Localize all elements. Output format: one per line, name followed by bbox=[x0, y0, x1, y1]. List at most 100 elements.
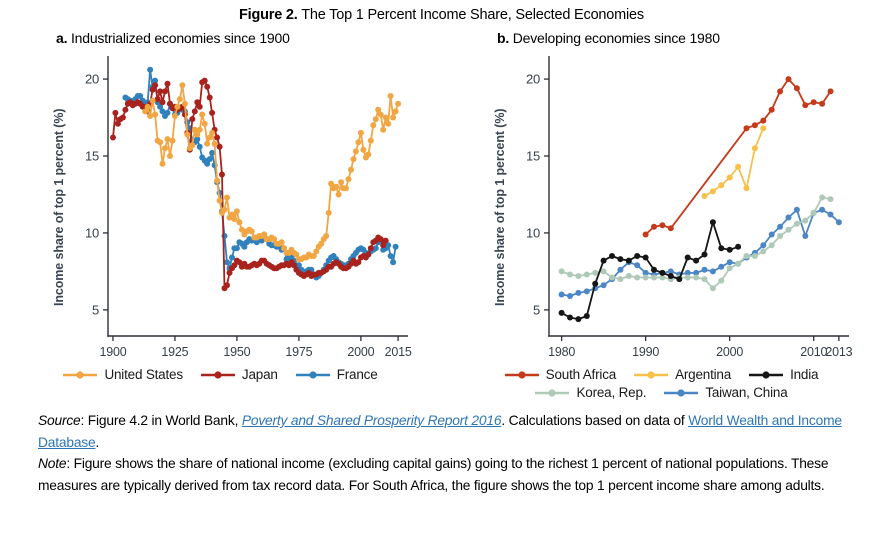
data-point bbox=[204, 160, 211, 167]
x-tick-label: 1980 bbox=[548, 345, 575, 359]
legend-row: Korea, Rep. Taiwan, China bbox=[535, 385, 788, 400]
data-point bbox=[221, 206, 228, 213]
data-point bbox=[191, 108, 198, 115]
series-united-states bbox=[142, 82, 402, 263]
data-point bbox=[600, 268, 607, 275]
data-point bbox=[701, 251, 708, 258]
panel-a-title: a. Industrialized economies since 1900 bbox=[56, 30, 441, 46]
data-point bbox=[216, 143, 223, 150]
data-point bbox=[600, 257, 607, 264]
data-point bbox=[174, 103, 181, 110]
data-point bbox=[291, 262, 297, 269]
x-tick-label: 2010 bbox=[800, 345, 827, 359]
data-point bbox=[377, 111, 384, 118]
data-point bbox=[179, 82, 186, 89]
data-point bbox=[835, 219, 842, 226]
data-point bbox=[295, 262, 302, 269]
legend-marker-icon bbox=[295, 370, 330, 379]
data-point bbox=[114, 120, 121, 127]
data-point bbox=[335, 191, 342, 198]
data-point bbox=[693, 257, 700, 264]
data-point bbox=[684, 269, 691, 276]
x-tick-label: 2013 bbox=[825, 345, 852, 359]
data-point bbox=[802, 217, 809, 224]
data-point bbox=[575, 273, 582, 279]
data-point bbox=[224, 282, 230, 289]
legend-label: South Africa bbox=[545, 367, 617, 382]
data-point bbox=[785, 76, 792, 83]
y-tick-label: 5 bbox=[533, 302, 540, 317]
data-point bbox=[229, 211, 235, 218]
data-point bbox=[395, 100, 402, 107]
data-point bbox=[164, 80, 171, 87]
data-point bbox=[271, 236, 278, 243]
data-point bbox=[793, 220, 800, 227]
legend-item-south-africa: South Africa bbox=[504, 367, 617, 382]
figure-2: Figure 2. The Top 1 Percent Income Share… bbox=[0, 7, 883, 496]
series-taiwan-china bbox=[558, 206, 842, 299]
text-segment: Developing economies since 1980 bbox=[509, 30, 720, 46]
data-point bbox=[380, 126, 387, 133]
legend-marker-icon bbox=[200, 370, 235, 379]
data-point bbox=[392, 108, 399, 115]
data-point bbox=[112, 109, 119, 116]
data-point bbox=[760, 117, 767, 124]
data-point bbox=[575, 316, 582, 323]
data-point bbox=[760, 242, 767, 249]
data-point bbox=[338, 179, 345, 186]
data-point bbox=[224, 259, 230, 266]
link-poverty-and-shared-prosperity-report-2016[interactable]: Poverty and Shared Prosperity Report 201… bbox=[241, 413, 502, 428]
text-segment: . bbox=[95, 434, 100, 450]
note-text: Note: Figure shows the share of national… bbox=[38, 453, 845, 496]
data-point bbox=[634, 274, 641, 281]
data-point bbox=[693, 269, 700, 276]
data-point bbox=[293, 251, 300, 258]
chart-panels: a. Industrialized economies since 1900 I… bbox=[0, 23, 883, 400]
data-point bbox=[159, 108, 166, 115]
data-point bbox=[642, 254, 649, 261]
panel-a-plot: 5 10 15 20 1900 1925 1950 1975 2000 2015 bbox=[85, 56, 412, 359]
data-point bbox=[827, 211, 834, 218]
legend-label: Korea, Rep. bbox=[576, 385, 647, 400]
data-point bbox=[802, 102, 809, 109]
data-point bbox=[367, 137, 374, 144]
data-point bbox=[768, 242, 775, 249]
x-tick-label: 1925 bbox=[161, 345, 188, 359]
legend-marker-icon bbox=[664, 388, 699, 397]
text-segment: Source bbox=[38, 413, 81, 428]
data-point bbox=[583, 271, 590, 278]
panel-a: a. Industrialized economies since 1900 I… bbox=[0, 23, 441, 400]
legend-item-united-states: United States bbox=[63, 367, 183, 382]
series-korea-rep bbox=[558, 194, 834, 292]
data-point bbox=[810, 209, 817, 216]
data-point bbox=[194, 136, 201, 143]
data-point bbox=[318, 240, 325, 247]
data-point bbox=[777, 88, 784, 95]
legend-label: Japan bbox=[241, 367, 278, 382]
data-point bbox=[709, 285, 716, 292]
data-point bbox=[793, 85, 800, 92]
link-world-wealth-and-income-database[interactable]: World Wealth and Income Database bbox=[38, 413, 842, 450]
legend-row: South Africa Argentina India bbox=[504, 367, 819, 382]
legend-item-taiwan-china: Taiwan, China bbox=[664, 385, 788, 400]
legend-item-japan: Japan bbox=[200, 367, 278, 382]
data-point bbox=[735, 163, 742, 170]
data-point bbox=[194, 99, 201, 106]
data-point bbox=[377, 236, 384, 243]
data-point bbox=[592, 280, 599, 287]
data-point bbox=[147, 113, 154, 119]
x-tick-label: 1975 bbox=[285, 345, 312, 359]
data-point bbox=[625, 273, 632, 279]
legend-label: Taiwan, China bbox=[705, 385, 788, 400]
data-point bbox=[785, 214, 792, 221]
data-point bbox=[726, 265, 733, 272]
data-point bbox=[110, 134, 116, 141]
data-point bbox=[793, 206, 800, 213]
data-point bbox=[281, 245, 287, 252]
data-point bbox=[802, 233, 809, 239]
data-point bbox=[152, 82, 159, 89]
legend-item-korea-rep: Korea, Rep. bbox=[535, 385, 647, 400]
data-point bbox=[119, 114, 126, 121]
data-point bbox=[567, 293, 573, 299]
data-point bbox=[380, 242, 387, 249]
